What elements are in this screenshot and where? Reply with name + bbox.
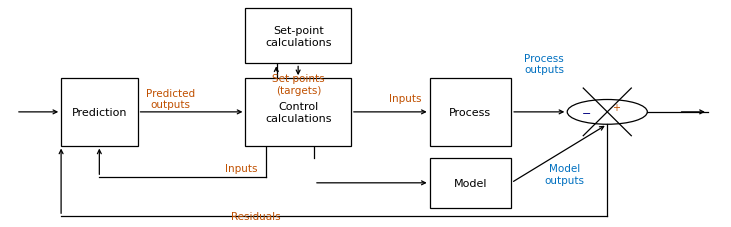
FancyBboxPatch shape bbox=[430, 79, 511, 146]
Text: −: − bbox=[582, 109, 591, 118]
Text: Process
outputs: Process outputs bbox=[524, 53, 564, 75]
Text: +: + bbox=[612, 102, 620, 112]
FancyBboxPatch shape bbox=[61, 79, 137, 146]
Text: Set-point
calculations: Set-point calculations bbox=[265, 26, 331, 47]
Text: Process: Process bbox=[450, 107, 491, 117]
Text: Inputs: Inputs bbox=[225, 163, 258, 173]
Text: Predicted
outputs: Predicted outputs bbox=[145, 88, 195, 110]
Text: Inputs: Inputs bbox=[390, 94, 422, 104]
FancyBboxPatch shape bbox=[430, 158, 511, 208]
Text: Control
calculations: Control calculations bbox=[265, 102, 331, 123]
Text: Residuals: Residuals bbox=[232, 211, 281, 221]
Text: Set points
(targets): Set points (targets) bbox=[272, 74, 325, 95]
FancyBboxPatch shape bbox=[246, 79, 351, 146]
Text: Prediction: Prediction bbox=[72, 107, 127, 117]
FancyBboxPatch shape bbox=[246, 9, 351, 64]
Text: Model: Model bbox=[454, 178, 487, 188]
Text: Model
outputs: Model outputs bbox=[545, 163, 584, 185]
